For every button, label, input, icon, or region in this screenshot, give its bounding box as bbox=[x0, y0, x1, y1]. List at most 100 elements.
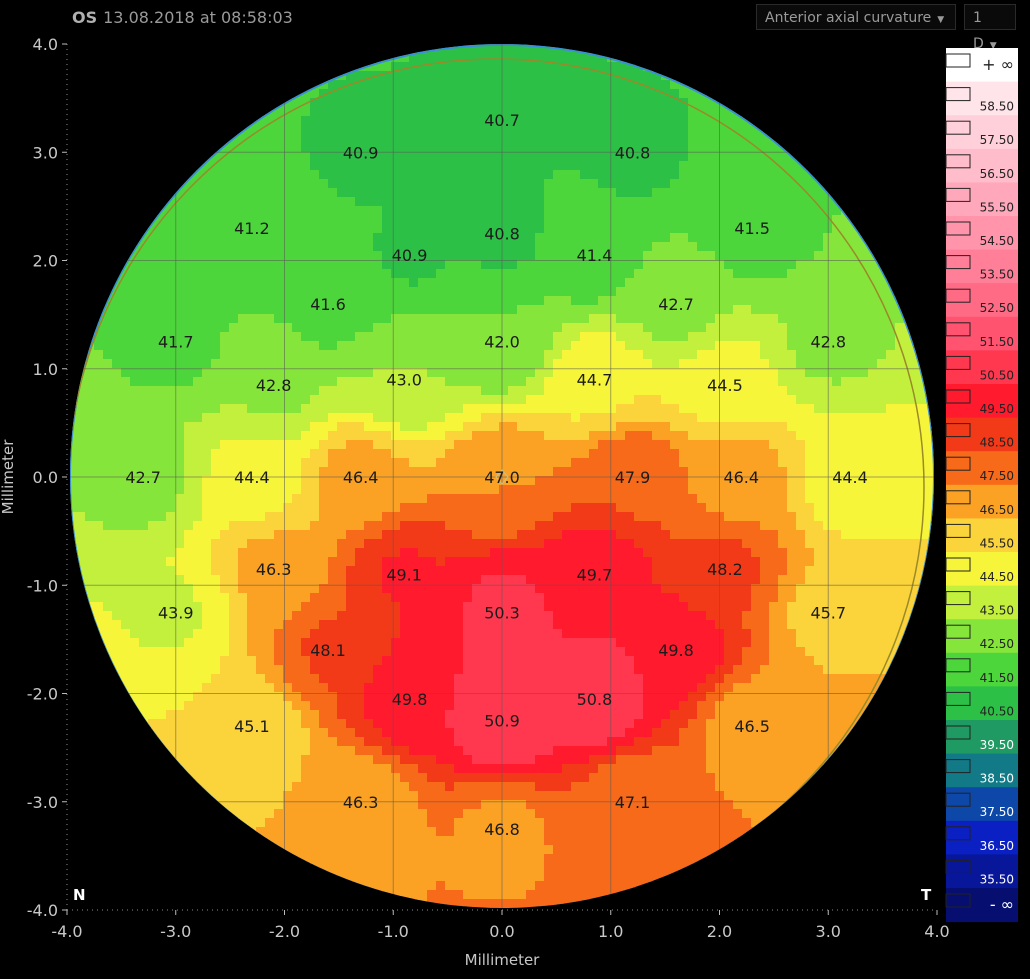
map-cell bbox=[211, 242, 221, 252]
map-cell bbox=[139, 413, 149, 423]
map-cell bbox=[571, 359, 581, 369]
map-cell bbox=[193, 233, 203, 243]
map-cell bbox=[328, 368, 338, 378]
map-cell bbox=[400, 449, 410, 459]
map-cell bbox=[211, 278, 221, 288]
map-cell bbox=[463, 188, 473, 198]
map-cell bbox=[400, 485, 410, 495]
map-cell bbox=[373, 269, 383, 279]
map-cell bbox=[805, 341, 815, 351]
map-cell bbox=[157, 557, 167, 567]
map-cell bbox=[859, 422, 869, 432]
map-cell bbox=[517, 53, 527, 63]
map-cell bbox=[850, 422, 860, 432]
map-cell bbox=[391, 71, 401, 81]
map-cell bbox=[760, 413, 770, 423]
map-cell bbox=[661, 341, 671, 351]
map-cell bbox=[445, 233, 455, 243]
map-cell bbox=[373, 260, 383, 270]
map-cell bbox=[220, 278, 230, 288]
step-dropdown[interactable]: 1 D ▼ bbox=[964, 4, 1016, 52]
map-cell bbox=[652, 503, 662, 513]
map-cell bbox=[634, 494, 644, 504]
map-type-dropdown[interactable]: Anterior axial curvature ▼ bbox=[756, 4, 956, 30]
map-cell bbox=[535, 305, 545, 315]
map-cell bbox=[652, 530, 662, 540]
map-cell bbox=[670, 224, 680, 234]
map-cell bbox=[130, 386, 140, 396]
map-cell bbox=[904, 467, 914, 477]
map-cell bbox=[661, 539, 671, 549]
map-cell bbox=[769, 269, 779, 279]
map-cell bbox=[211, 314, 221, 324]
map-cell bbox=[733, 215, 743, 225]
map-cell bbox=[508, 449, 518, 459]
map-cell bbox=[625, 179, 635, 189]
map-cell bbox=[733, 341, 743, 351]
map-cell bbox=[355, 170, 365, 180]
map-cell bbox=[256, 386, 266, 396]
map-cell bbox=[328, 134, 338, 144]
map-cell bbox=[301, 467, 311, 477]
map-cell bbox=[832, 566, 842, 576]
map-cell bbox=[301, 305, 311, 315]
map-cell bbox=[364, 422, 374, 432]
map-cell bbox=[148, 458, 158, 468]
map-cell bbox=[760, 377, 770, 387]
map-cell bbox=[301, 395, 311, 405]
map-cell bbox=[409, 395, 419, 405]
map-cell bbox=[103, 278, 113, 288]
map-cell bbox=[805, 458, 815, 468]
map-cell bbox=[562, 503, 572, 513]
map-cell bbox=[94, 539, 104, 549]
map-cell bbox=[625, 71, 635, 81]
map-cell bbox=[265, 323, 275, 333]
map-cell bbox=[517, 467, 527, 477]
map-cell bbox=[292, 107, 302, 117]
map-cell bbox=[814, 431, 824, 441]
map-cell bbox=[886, 386, 896, 396]
map-cell bbox=[877, 539, 887, 549]
map-cell bbox=[517, 476, 527, 486]
chevron-down-icon: ▼ bbox=[937, 15, 945, 25]
map-cell bbox=[202, 278, 212, 288]
map-cell bbox=[616, 512, 626, 522]
map-cell bbox=[751, 143, 761, 153]
map-cell bbox=[517, 575, 527, 585]
map-cell bbox=[202, 449, 212, 459]
map-cell bbox=[634, 341, 644, 351]
map-cell bbox=[445, 215, 455, 225]
map-cell bbox=[76, 440, 86, 450]
map-cell bbox=[427, 539, 437, 549]
map-cell bbox=[463, 116, 473, 126]
map-cell bbox=[94, 575, 104, 585]
map-cell bbox=[472, 71, 482, 81]
map-cell bbox=[337, 188, 347, 198]
map-cell bbox=[382, 260, 392, 270]
map-cell bbox=[508, 332, 518, 342]
map-cell bbox=[445, 467, 455, 477]
map-cell bbox=[193, 206, 203, 216]
map-cell bbox=[832, 467, 842, 477]
map-cell bbox=[895, 323, 905, 333]
map-cell bbox=[292, 413, 302, 423]
map-cell bbox=[256, 215, 266, 225]
map-cell bbox=[202, 575, 212, 585]
map-cell bbox=[679, 413, 689, 423]
map-cell bbox=[400, 512, 410, 522]
map-cell bbox=[265, 530, 275, 540]
map-cell bbox=[643, 521, 653, 531]
map-cell bbox=[346, 224, 356, 234]
map-cell bbox=[904, 386, 914, 396]
map-cell bbox=[364, 224, 374, 234]
map-cell bbox=[751, 485, 761, 495]
map-cell bbox=[202, 440, 212, 450]
map-cell bbox=[850, 314, 860, 324]
map-cell bbox=[355, 368, 365, 378]
map-cell bbox=[103, 584, 113, 594]
map-cell bbox=[481, 350, 491, 360]
map-cell bbox=[400, 386, 410, 396]
map-cell bbox=[913, 467, 923, 477]
map-cell bbox=[868, 458, 878, 468]
map-cell bbox=[184, 197, 194, 207]
